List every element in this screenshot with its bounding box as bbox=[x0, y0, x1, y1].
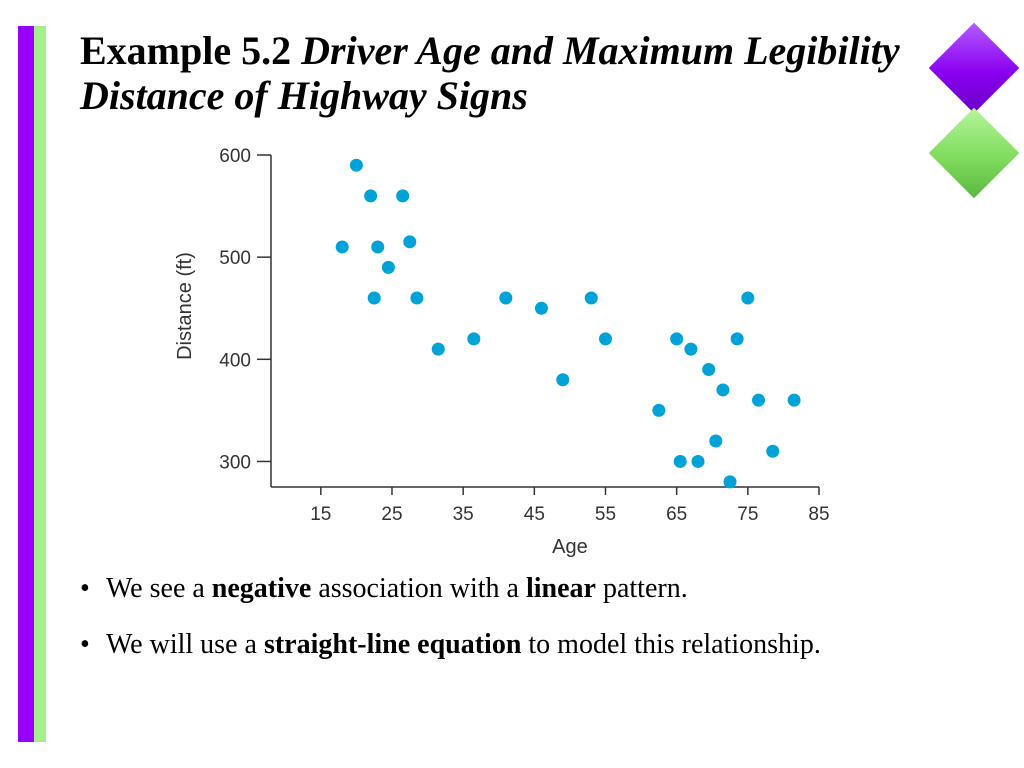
data-point bbox=[716, 383, 730, 397]
data-point bbox=[723, 475, 737, 489]
data-point bbox=[381, 260, 395, 274]
data-point bbox=[702, 363, 716, 377]
y-axis-label: Distance (ft) bbox=[174, 252, 196, 360]
bullet-text: pattern. bbox=[595, 573, 688, 604]
data-point bbox=[556, 373, 570, 387]
data-point bbox=[367, 291, 381, 305]
x-tick-label: 35 bbox=[453, 504, 474, 525]
x-tick-label: 25 bbox=[381, 504, 402, 525]
data-point bbox=[684, 342, 698, 356]
data-point bbox=[410, 291, 424, 305]
bullet-item: • We will use a straight-line equation to… bbox=[80, 628, 980, 662]
data-point bbox=[709, 434, 723, 448]
data-point bbox=[403, 235, 417, 249]
y-tick-label: 400 bbox=[219, 350, 251, 371]
data-point bbox=[349, 158, 363, 172]
data-point bbox=[673, 454, 687, 468]
x-axis-label: Age bbox=[552, 536, 588, 558]
bullet-marker: • bbox=[80, 629, 90, 660]
y-tick-label: 300 bbox=[219, 452, 251, 473]
green-diamond-decoration bbox=[928, 107, 1020, 199]
bullet-emphasis: linear bbox=[525, 573, 596, 604]
data-point bbox=[364, 189, 378, 203]
slide-title: Example 5.2 Driver Age and Maximum Legib… bbox=[80, 28, 920, 118]
data-point bbox=[584, 291, 598, 305]
data-point bbox=[335, 240, 349, 254]
chart-points bbox=[335, 158, 801, 489]
bullet-text: We will use a bbox=[106, 629, 264, 660]
data-point bbox=[787, 393, 801, 407]
accent-bar-purple bbox=[18, 26, 34, 742]
data-point bbox=[670, 332, 684, 346]
x-tick-label: 65 bbox=[666, 504, 687, 525]
data-point bbox=[467, 332, 481, 346]
data-point bbox=[396, 189, 410, 203]
bullet-text: We see a bbox=[106, 573, 212, 604]
data-point bbox=[652, 403, 666, 417]
x-tick-label: 55 bbox=[595, 504, 616, 525]
x-tick-label: 85 bbox=[808, 504, 829, 525]
bullet-marker: • bbox=[80, 573, 90, 604]
bullet-emphasis: negative bbox=[211, 573, 312, 604]
accent-bar-green bbox=[34, 26, 46, 742]
data-point bbox=[371, 240, 385, 254]
title-rest: Driver Age and Maximum Legibility Distan… bbox=[80, 28, 900, 118]
bullet-text: to model this relationship. bbox=[521, 629, 821, 660]
chart-axes: 15 25 35 45 55 65 75 85 300 400 500 600 bbox=[219, 146, 829, 525]
y-tick-label: 500 bbox=[219, 248, 251, 269]
bullet-item: • We see a negative association with a li… bbox=[80, 572, 980, 606]
data-point bbox=[598, 332, 612, 346]
data-point bbox=[691, 454, 705, 468]
data-point bbox=[741, 291, 755, 305]
bullet-text: association with a bbox=[311, 573, 526, 604]
purple-diamond-decoration bbox=[928, 22, 1020, 114]
data-point bbox=[766, 444, 780, 458]
bullet-emphasis: straight-line equation bbox=[263, 629, 522, 660]
scatter-chart: 15 25 35 45 55 65 75 85 300 400 500 600 Age Distanc… bbox=[174, 146, 830, 558]
data-point bbox=[534, 301, 548, 315]
x-tick-label: 45 bbox=[524, 504, 545, 525]
bullet-list: • We see a negative association with a li… bbox=[80, 572, 980, 684]
y-tick-label: 600 bbox=[219, 146, 251, 167]
data-point bbox=[752, 393, 766, 407]
title-lead: Example 5.2 bbox=[80, 28, 292, 73]
data-point bbox=[431, 342, 445, 356]
x-tick-label: 75 bbox=[737, 504, 758, 525]
x-tick-label: 15 bbox=[310, 504, 331, 525]
data-point bbox=[499, 291, 513, 305]
data-point bbox=[730, 332, 744, 346]
